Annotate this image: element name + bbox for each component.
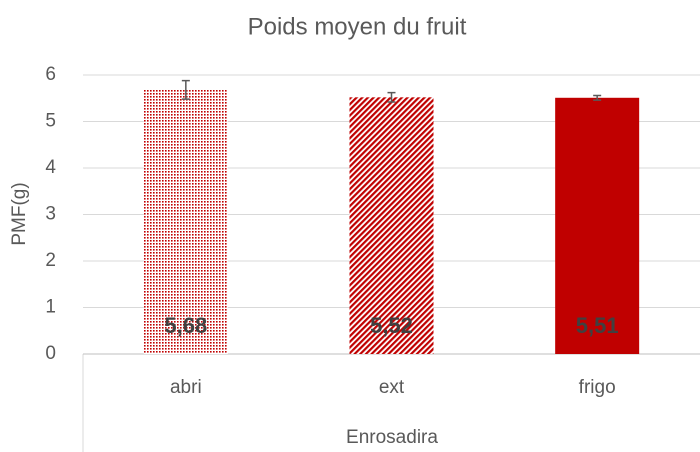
- y-tick-label: 4: [45, 157, 56, 178]
- error-bar: [181, 79, 190, 100]
- chart-title: Poids moyen du fruit: [248, 13, 467, 40]
- data-label: 5,52: [370, 313, 413, 338]
- y-tick-label: 2: [45, 250, 56, 271]
- y-tick-label: 3: [45, 204, 56, 225]
- y-tick-label: 5: [45, 111, 56, 132]
- y-axis-label: PMF(g): [9, 182, 30, 245]
- data-label: 5,68: [164, 313, 207, 338]
- x-tick-label: frigo: [579, 377, 616, 398]
- y-tick-label: 1: [45, 297, 56, 318]
- bar: [555, 97, 640, 354]
- y-tick-label: 0: [45, 343, 56, 364]
- error-bar: [387, 91, 396, 103]
- bar: [143, 89, 228, 354]
- x-tick-label: abri: [170, 377, 202, 398]
- data-label: 5,51: [576, 313, 619, 338]
- x-axis-label: Enrosadira: [346, 427, 438, 448]
- error-bar: [593, 94, 602, 101]
- bar: [349, 97, 434, 354]
- x-tick-label: ext: [379, 377, 405, 398]
- y-tick-label: 6: [45, 64, 56, 85]
